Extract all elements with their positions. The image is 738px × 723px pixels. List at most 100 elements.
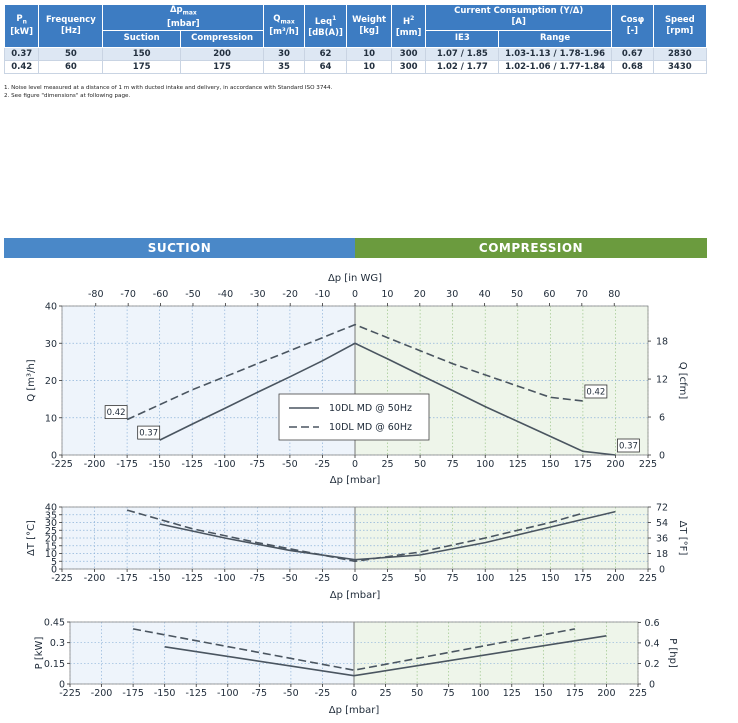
- x-tick-label: -75: [250, 573, 266, 584]
- x-tick-label: 200: [606, 573, 624, 584]
- x-tick-label: 175: [574, 459, 592, 470]
- y2-tick-label: 0.2: [644, 659, 659, 670]
- power-label-box: [617, 438, 640, 453]
- x-tick-label: 200: [606, 459, 624, 470]
- table-cell: 3430: [652, 59, 708, 74]
- footnotes: 1. Noise level measured at a distance of…: [4, 85, 332, 100]
- table-cell: 150: [102, 46, 181, 61]
- y2-tick-label: 18: [656, 549, 668, 560]
- y2-axis-label: ΔT [°F]: [677, 521, 688, 556]
- x2-tick-label: 80: [608, 289, 620, 300]
- x-tick-label: -75: [252, 688, 268, 699]
- x-axis-label: Δp [mbar]: [329, 705, 380, 716]
- x-tick-label: 125: [509, 573, 527, 584]
- table-cell: 64: [303, 59, 348, 74]
- col-q: Qmax [m³/h]: [263, 4, 305, 48]
- col-h: H2 [mm]: [390, 4, 427, 48]
- x-tick-label: 175: [574, 573, 592, 584]
- y-tick-label: 35: [45, 510, 57, 521]
- x2-tick-label: 20: [414, 289, 426, 300]
- table-cell: 1.02 / 1.77: [425, 59, 500, 74]
- x-tick-label: -200: [84, 459, 106, 470]
- x-tick-label: -125: [181, 459, 203, 470]
- x-tick-label: 225: [639, 459, 657, 470]
- legend-solid-label: 10DL MD @ 50Hz: [329, 403, 412, 414]
- compression-area: [355, 507, 648, 569]
- x-tick-label: -125: [181, 573, 203, 584]
- x2-tick-label: 30: [446, 289, 458, 300]
- plot-frame: [61, 305, 649, 456]
- x-tick-label: -225: [59, 688, 81, 699]
- x-tick-label: 225: [639, 573, 657, 584]
- table-cell: 1.03-1.13 / 1.78-1.96: [498, 46, 612, 61]
- power-label: 0.42: [586, 387, 605, 397]
- table-cell: 1.02-1.06 / 1.77-1.84: [498, 59, 612, 74]
- x-tick-label: 25: [382, 573, 394, 584]
- x-tick-label: 75: [443, 688, 455, 699]
- x2-tick-label: -70: [120, 289, 136, 300]
- table-cell: 0.68: [610, 59, 654, 74]
- x-tick-label: 25: [380, 688, 392, 699]
- suction-banner: SUCTION: [4, 238, 355, 258]
- y2-axis-label: Q [cfm]: [677, 362, 688, 400]
- series-50hz-line: [159, 342, 616, 456]
- x-tick-label: -225: [51, 573, 73, 584]
- power-label-box: [137, 425, 161, 440]
- x-tick-label: 50: [411, 688, 423, 699]
- power-label: 0.37: [619, 442, 638, 452]
- y2-tick-label: 0: [659, 451, 665, 462]
- y-tick-label: 25: [45, 526, 57, 537]
- y-axis-label: ΔT [°C]: [26, 520, 37, 556]
- x-tick-label: -125: [185, 688, 207, 699]
- x2-tick-label: -80: [88, 289, 104, 300]
- x-tick-label: 200: [597, 688, 615, 699]
- table-cell: 62: [303, 46, 348, 61]
- x2-tick-label: 70: [576, 289, 588, 300]
- x-tick-label: -50: [282, 573, 298, 584]
- table-cell: 1.07 / 1.85: [425, 46, 500, 61]
- y-tick-label: 5: [51, 557, 57, 568]
- x-tick-label: -200: [91, 688, 113, 699]
- col-frequency: Frequency [Hz]: [38, 4, 104, 48]
- plot-frame: [69, 621, 639, 685]
- power-label: 0.37: [139, 429, 158, 439]
- x-tick-label: -150: [149, 459, 171, 470]
- y-axis-label: P [kW]: [34, 637, 45, 670]
- table-cell: 35: [263, 59, 305, 74]
- x-tick-label: -175: [116, 573, 138, 584]
- y-tick-label: 40: [45, 302, 57, 313]
- y2-tick-label: 72: [656, 503, 668, 514]
- spec-table: Pn [kW] Frequency [Hz] Δpmax [mbar] Qmax [m³…: [3, 4, 708, 74]
- table-cell: 175: [102, 59, 181, 74]
- x-tick-label: -50: [283, 688, 299, 699]
- legend-box: [278, 393, 430, 441]
- compression-banner: COMPRESSION: [355, 238, 707, 258]
- y-tick-label: 30: [45, 339, 57, 350]
- x2-tick-label: 0: [352, 289, 358, 300]
- x2-tick-label: -60: [153, 289, 169, 300]
- x-tick-label: 50: [414, 573, 426, 584]
- series-60hz-line: [126, 323, 583, 421]
- y2-tick-label: 6: [659, 413, 665, 424]
- power-label-box: [584, 384, 608, 399]
- x-axis-label: Δp [mbar]: [330, 590, 381, 601]
- table-cell: 30: [263, 46, 305, 61]
- x2-tick-label: -30: [250, 289, 266, 300]
- y-tick-label: 20: [45, 376, 57, 387]
- series-60hz-line: [132, 628, 576, 672]
- compression-area: [354, 622, 638, 684]
- y2-tick-label: 0.6: [644, 618, 659, 629]
- y-tick-label: 10: [45, 413, 57, 424]
- x-tick-label: 125: [503, 688, 521, 699]
- x-tick-label: -175: [122, 688, 144, 699]
- x-tick-label: -150: [154, 688, 176, 699]
- x-tick-label: -25: [315, 688, 331, 699]
- series-50hz-line: [164, 635, 607, 677]
- x2-tick-label: 40: [479, 289, 491, 300]
- y2-tick-label: 12: [656, 375, 668, 386]
- x-tick-label: 25: [382, 459, 394, 470]
- table-cell: 10: [346, 46, 392, 61]
- table-cell: 50: [38, 46, 104, 61]
- x-tick-label: 150: [534, 688, 552, 699]
- col-compression: Compression: [179, 29, 265, 48]
